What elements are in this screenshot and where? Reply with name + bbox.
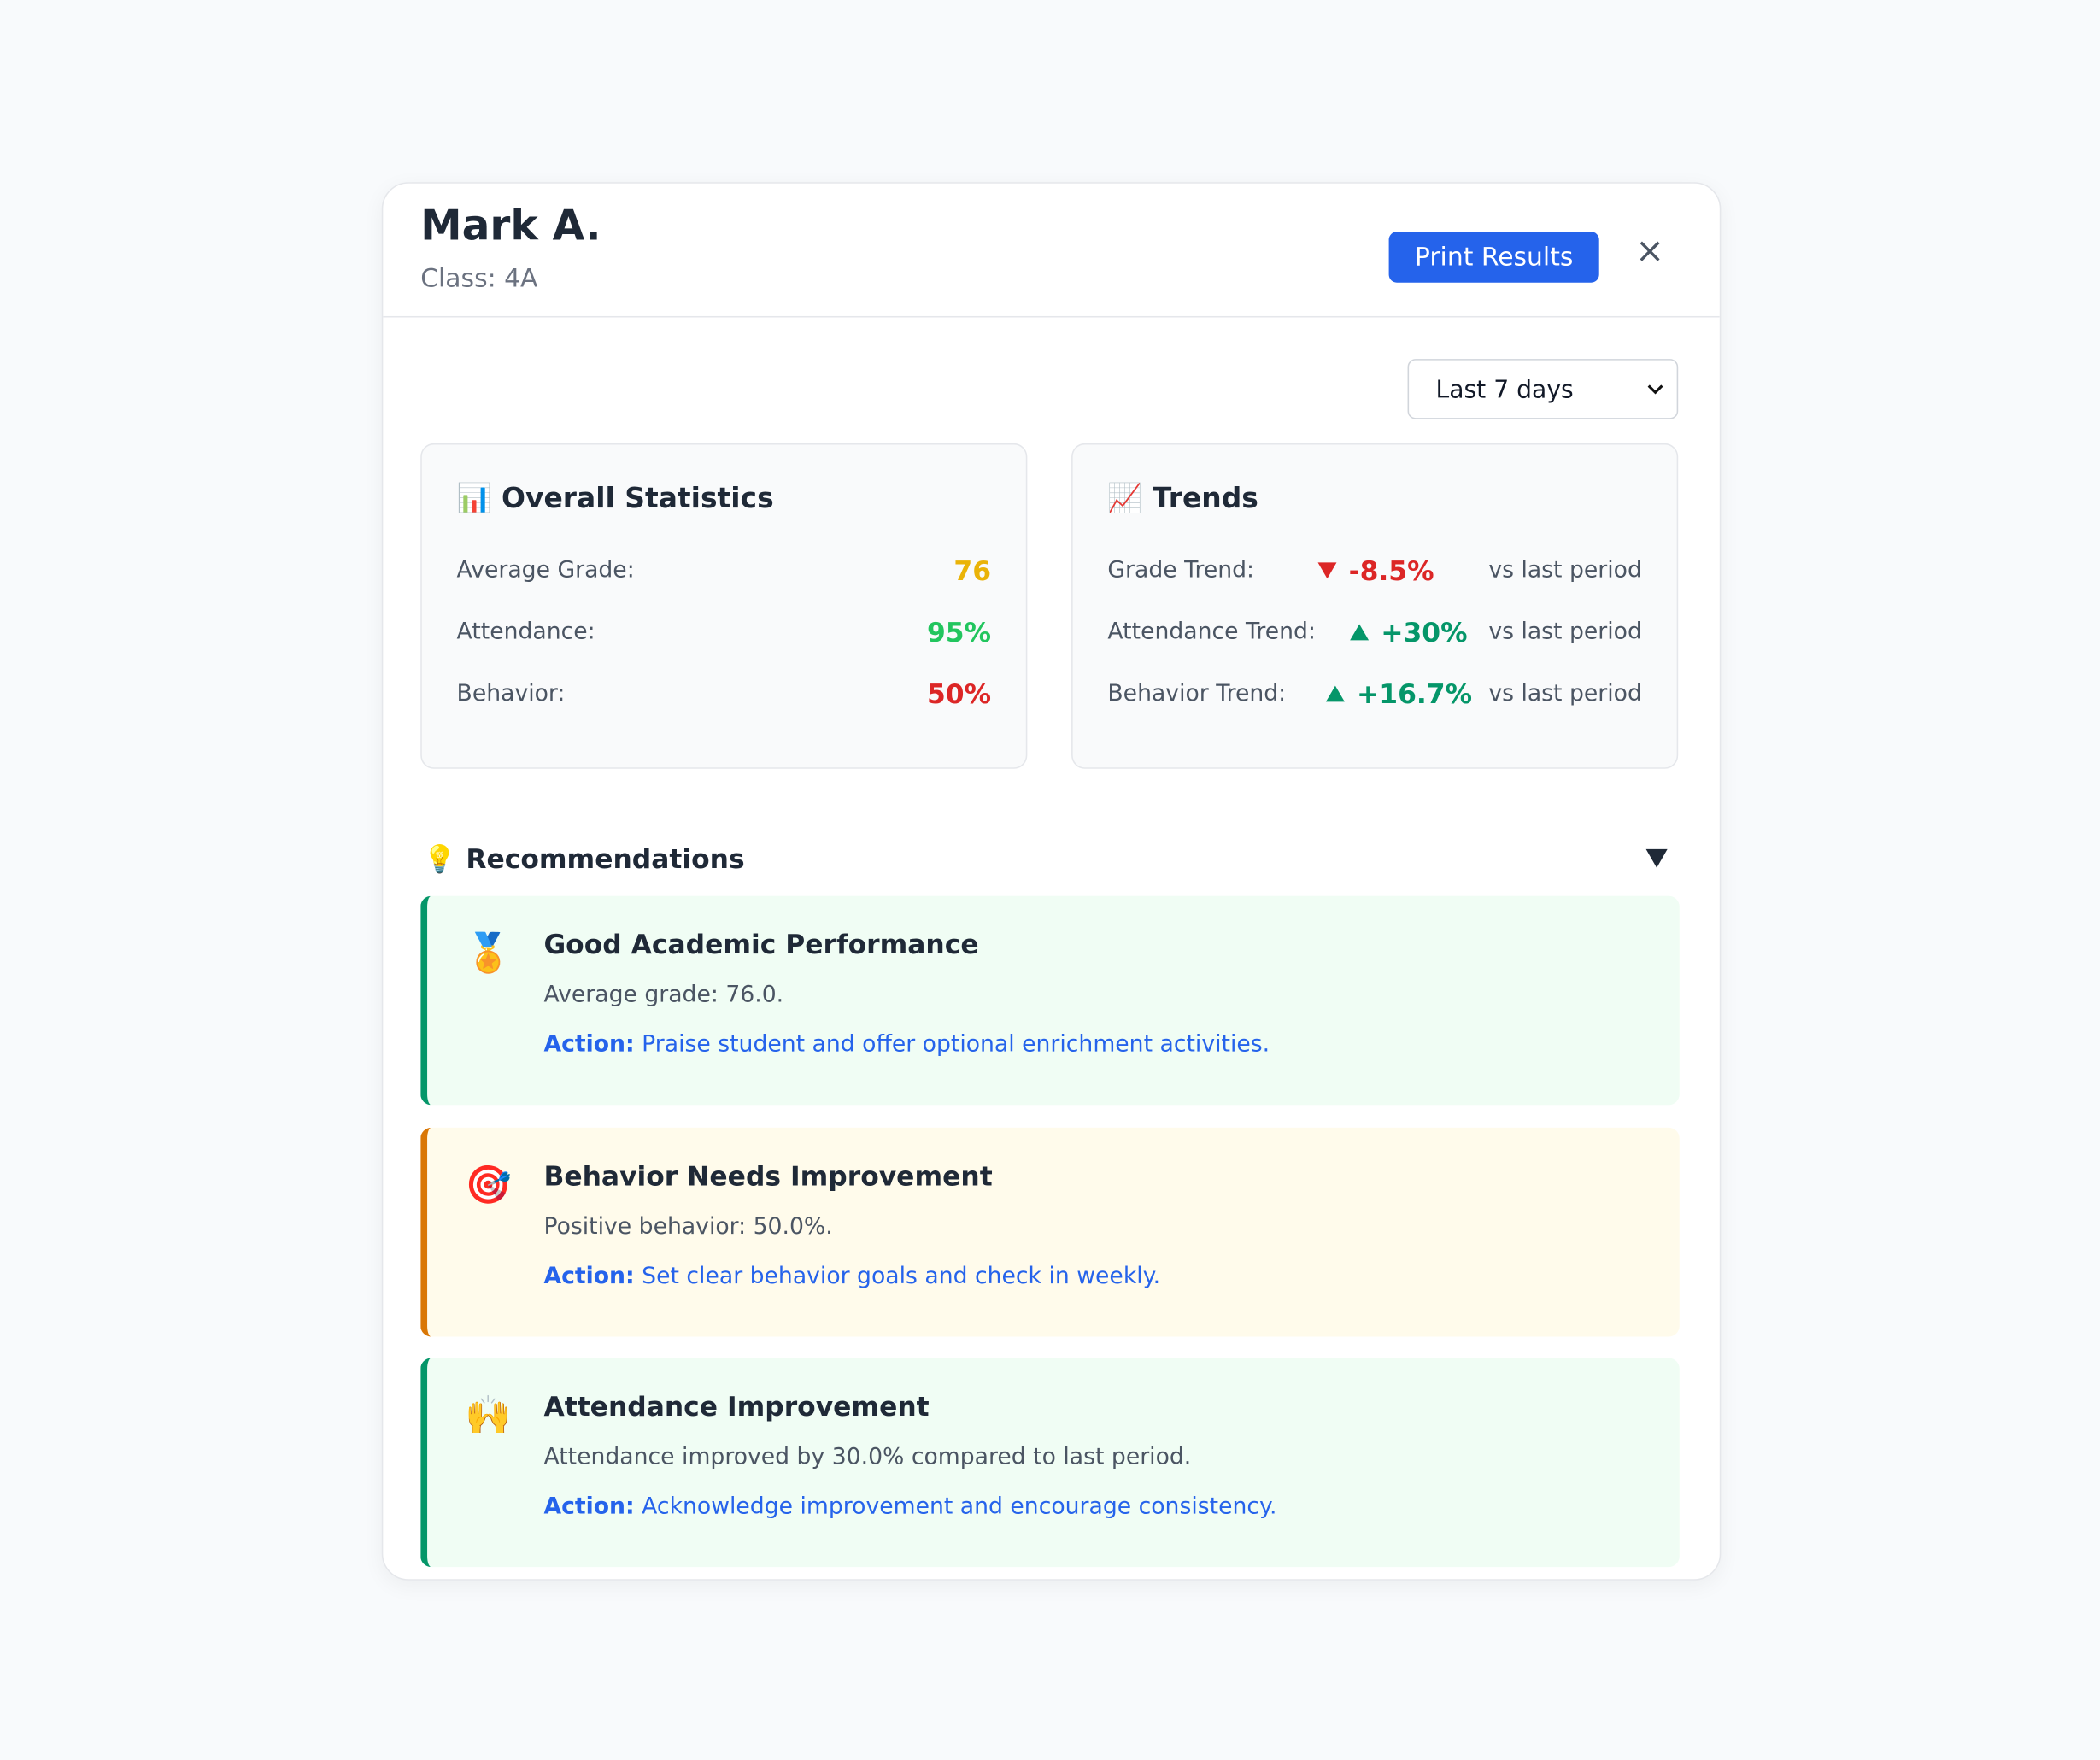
action-label: Action: [543, 1031, 635, 1059]
stat-value: 95% [926, 616, 992, 648]
recommendations-header[interactable]: 💡 Recommendations [423, 842, 1682, 875]
trend-row: Grade Trend: -8.5% vs last period [1107, 554, 1642, 592]
stat-row: Behavior: 50% [456, 678, 992, 715]
recommendation-title: Behavior Needs Improvement [543, 1159, 993, 1192]
action-text: Set clear behavior goals and check in we… [642, 1262, 1161, 1289]
close-button[interactable]: × [1635, 232, 1665, 273]
trend-number: +30% [1381, 616, 1468, 648]
student-name: Mark A. [420, 202, 601, 251]
period-select[interactable]: Last 7 days [1407, 359, 1679, 419]
recommendation-icon: 🏅 [464, 930, 512, 976]
trend-label: Attendance Trend: [1107, 619, 1316, 646]
divider [383, 315, 1720, 318]
recommendation-description: Attendance improved by 30.0% compared to… [543, 1443, 1192, 1471]
stat-value: 50% [926, 678, 992, 710]
title: Overall Statistics [502, 482, 774, 514]
student-class: Class: 4A [420, 263, 538, 294]
recommendation-card: 🎯 Behavior Needs Improvement Positive beha… [420, 1127, 1680, 1336]
trend-row: Attendance Trend: +30% vs last period [1107, 616, 1642, 654]
trend-note: vs last period [1488, 619, 1642, 646]
trend-value: +30% [1349, 616, 1468, 648]
recommendation-action: Action: Acknowledge improvement and enco… [543, 1493, 1276, 1520]
stat-value: 76 [953, 554, 992, 587]
trend-arrow [1350, 624, 1370, 641]
recommendation-icon: 🎯 [464, 1161, 512, 1206]
overall-panel: 📊 Overall Statistics Average Grade: 76 Att… [420, 443, 1028, 769]
stat-label: Behavior: [456, 680, 566, 707]
trend-label: Grade Trend: [1107, 557, 1255, 584]
icon: 📊 [456, 482, 492, 514]
icon: 💡 [423, 842, 457, 875]
trend-number: -8.5% [1348, 554, 1434, 587]
trends-panel: 📈 Trends Grade Trend: -8.5% vs last period… [1071, 443, 1679, 769]
trend-note: vs last period [1488, 557, 1642, 584]
select-text: Last 7 days [1435, 376, 1574, 405]
trend-row: Behavior Trend: +16.7% vs last period [1107, 678, 1642, 715]
stat-label: Attendance: [456, 619, 595, 646]
print-button[interactable]: Print Results [1388, 232, 1599, 283]
icon: 📈 [1107, 482, 1143, 514]
recommendation-action: Action: Set clear behavior goals and che… [543, 1262, 1160, 1288]
recommendation-description: Average grade: 76.0. [543, 982, 784, 1009]
title: Trends [1152, 482, 1258, 514]
recommendation-card: 🏅 Good Academic Performance Average grade:… [420, 895, 1680, 1106]
action-label: Action: [543, 1493, 635, 1521]
trend-arrow [1325, 685, 1345, 702]
title: Recommendations [466, 842, 745, 875]
trend-value: +16.7% [1324, 678, 1472, 710]
stat-row: Average Grade: 76 [456, 554, 992, 592]
panel-title: 📊 Overall Statistics [457, 482, 774, 515]
stat-row: Attendance: 95% [456, 616, 992, 654]
chevron [1647, 384, 1663, 395]
action-text: Praise student and offer optional enrich… [642, 1031, 1270, 1059]
trend-number: +16.7% [1356, 678, 1473, 710]
panel-title: 📈 Trends [1107, 482, 1258, 515]
recommendation-icon: 🙌 [464, 1393, 512, 1438]
stat-label: Average Grade: [456, 557, 635, 584]
recommendation-title: Good Academic Performance [543, 928, 979, 960]
action-text: Acknowledge improvement and encourage co… [642, 1493, 1277, 1521]
recommendation-card: 🙌 Attendance Improvement Attendance improv… [420, 1358, 1680, 1568]
recommendation-title: Attendance Improvement [543, 1390, 930, 1423]
recommendation-action: Action: Praise student and offer optiona… [543, 1031, 1270, 1058]
trend-arrow [1317, 562, 1337, 579]
trend-note: vs last period [1488, 680, 1642, 707]
action-label: Action: [543, 1262, 635, 1289]
trend-label: Behavior Trend: [1107, 680, 1287, 707]
collapse-toggle[interactable] [1645, 848, 1669, 869]
trend-value: -8.5% [1317, 554, 1434, 587]
student-modal: Mark A. Class: 4A Print Results × Last 7… [381, 182, 1722, 1581]
recommendation-description: Positive behavior: 50.0%. [543, 1212, 833, 1240]
